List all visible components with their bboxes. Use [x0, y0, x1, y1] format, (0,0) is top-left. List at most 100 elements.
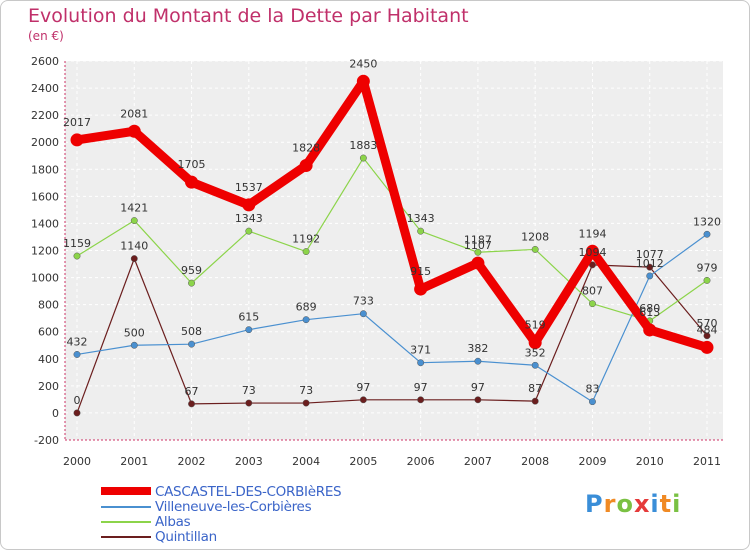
data-point: [302, 316, 310, 324]
y-tick-label: 1800: [31, 163, 59, 176]
logo-letter: x: [633, 490, 651, 518]
legend-label-albas: Albas: [155, 514, 191, 530]
data-point: [73, 351, 81, 358]
logo-letter: o: [616, 490, 634, 518]
legend-label-cascastel: CASCASTEL-DES-CORBIèRES: [155, 484, 342, 500]
data-point: [703, 276, 711, 284]
data-point: [417, 359, 425, 367]
data-point: [73, 409, 81, 417]
data-point: [531, 245, 539, 253]
data-point: [130, 217, 138, 225]
data-point: [302, 399, 310, 407]
y-tick-label: 800: [38, 299, 59, 312]
data-label: 67: [185, 385, 199, 398]
x-tick-label: 2009: [578, 455, 606, 468]
data-label: 1883: [349, 139, 377, 152]
data-label: 0: [74, 394, 81, 407]
data-label: 1421: [120, 202, 148, 215]
y-tick-label: 600: [38, 326, 59, 339]
data-label: 959: [181, 264, 202, 277]
y-tick-label: 1000: [31, 272, 59, 285]
data-point: [417, 396, 425, 404]
y-tick-label: 1400: [31, 217, 59, 230]
data-label: 613: [639, 306, 660, 319]
logo-letter: i: [650, 490, 660, 518]
logo-letter: P: [585, 490, 604, 518]
y-tick-label: 0: [52, 407, 59, 420]
data-label: 97: [356, 381, 370, 394]
data-point: [359, 154, 367, 162]
x-tick-label: 2001: [120, 455, 148, 468]
x-tick-label: 2004: [292, 455, 320, 468]
x-tick-label: 2002: [178, 455, 206, 468]
data-point: [356, 74, 370, 88]
chart-subtitle: (en €): [28, 29, 64, 43]
data-point: [417, 227, 425, 235]
data-label: 73: [299, 384, 313, 397]
logo-letter: r: [603, 490, 617, 518]
data-label: 352: [525, 346, 546, 359]
x-tick-label: 2010: [636, 455, 664, 468]
data-label: 1192: [292, 233, 320, 246]
data-label: 1159: [63, 237, 91, 250]
data-point: [127, 124, 141, 138]
legend-label-quintillan: Quintillan: [155, 529, 217, 545]
proxiti-logo: Proxiti: [585, 490, 681, 518]
data-point: [130, 341, 138, 349]
x-tick-label: 2005: [349, 455, 377, 468]
data-point: [359, 396, 367, 404]
data-label: 1107: [464, 239, 492, 252]
y-tick-label: 1200: [31, 245, 59, 258]
data-point: [531, 397, 539, 405]
data-label: 83: [585, 383, 599, 396]
data-point: [528, 336, 542, 350]
data-label: 432: [67, 335, 88, 348]
data-label: 97: [414, 381, 428, 394]
logo-letter: t: [659, 490, 673, 518]
data-point: [188, 400, 195, 408]
data-label: 1094: [578, 246, 606, 259]
data-label: 689: [296, 301, 317, 314]
data-label: 500: [124, 326, 145, 339]
x-tick-label: 2003: [235, 455, 263, 468]
data-label: 1320: [693, 215, 721, 228]
y-tick-label: 1600: [31, 190, 59, 203]
series-line: [72, 76, 712, 352]
data-label: 1208: [521, 230, 549, 243]
data-point: [700, 340, 714, 354]
data-label: 1705: [178, 158, 206, 171]
data-label: 1343: [407, 212, 435, 225]
data-label: 519: [525, 319, 546, 332]
data-point: [589, 300, 596, 308]
chart-title: Evolution du Montant de la Dette par Hab…: [28, 5, 469, 27]
data-point: [703, 230, 711, 238]
data-label: 2017: [63, 116, 91, 129]
y-tick-label: 200: [38, 380, 59, 393]
data-label: 2450: [349, 57, 377, 70]
y-tick-label: 400: [38, 353, 59, 366]
legend-swatch-cascastel: [101, 487, 151, 495]
data-label: 915: [410, 265, 431, 278]
data-label: 484: [697, 323, 718, 336]
data-point: [130, 255, 138, 263]
data-label: 382: [467, 342, 488, 355]
x-tick-label: 2008: [521, 455, 549, 468]
data-point: [245, 326, 253, 334]
y-tick-label: -200: [34, 434, 59, 447]
data-point: [245, 399, 253, 407]
x-tick-label: 2006: [407, 455, 435, 468]
data-point: [585, 244, 599, 258]
data-point: [646, 263, 654, 271]
data-point: [703, 332, 711, 340]
x-tick-label: 2007: [464, 455, 492, 468]
data-point: [474, 396, 482, 404]
data-point: [414, 282, 428, 296]
logo-letter: i: [672, 490, 682, 518]
data-label: 371: [410, 344, 431, 357]
legend-swatch-quintillan: [101, 536, 151, 538]
data-label: 1828: [292, 141, 320, 154]
data-point: [245, 227, 253, 235]
data-point: [242, 198, 256, 212]
data-label: 1140: [120, 240, 148, 253]
